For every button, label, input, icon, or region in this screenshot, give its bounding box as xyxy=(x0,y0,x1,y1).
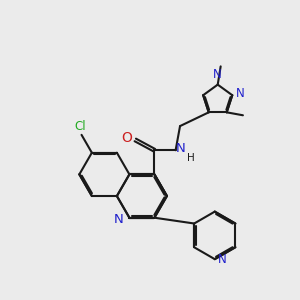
Text: N: N xyxy=(114,213,124,226)
Text: N: N xyxy=(176,142,186,155)
Text: N: N xyxy=(218,253,227,266)
Text: Cl: Cl xyxy=(74,120,86,134)
Text: N: N xyxy=(236,87,244,100)
Text: H: H xyxy=(187,153,195,163)
Text: O: O xyxy=(122,131,132,146)
Text: N: N xyxy=(213,68,222,81)
